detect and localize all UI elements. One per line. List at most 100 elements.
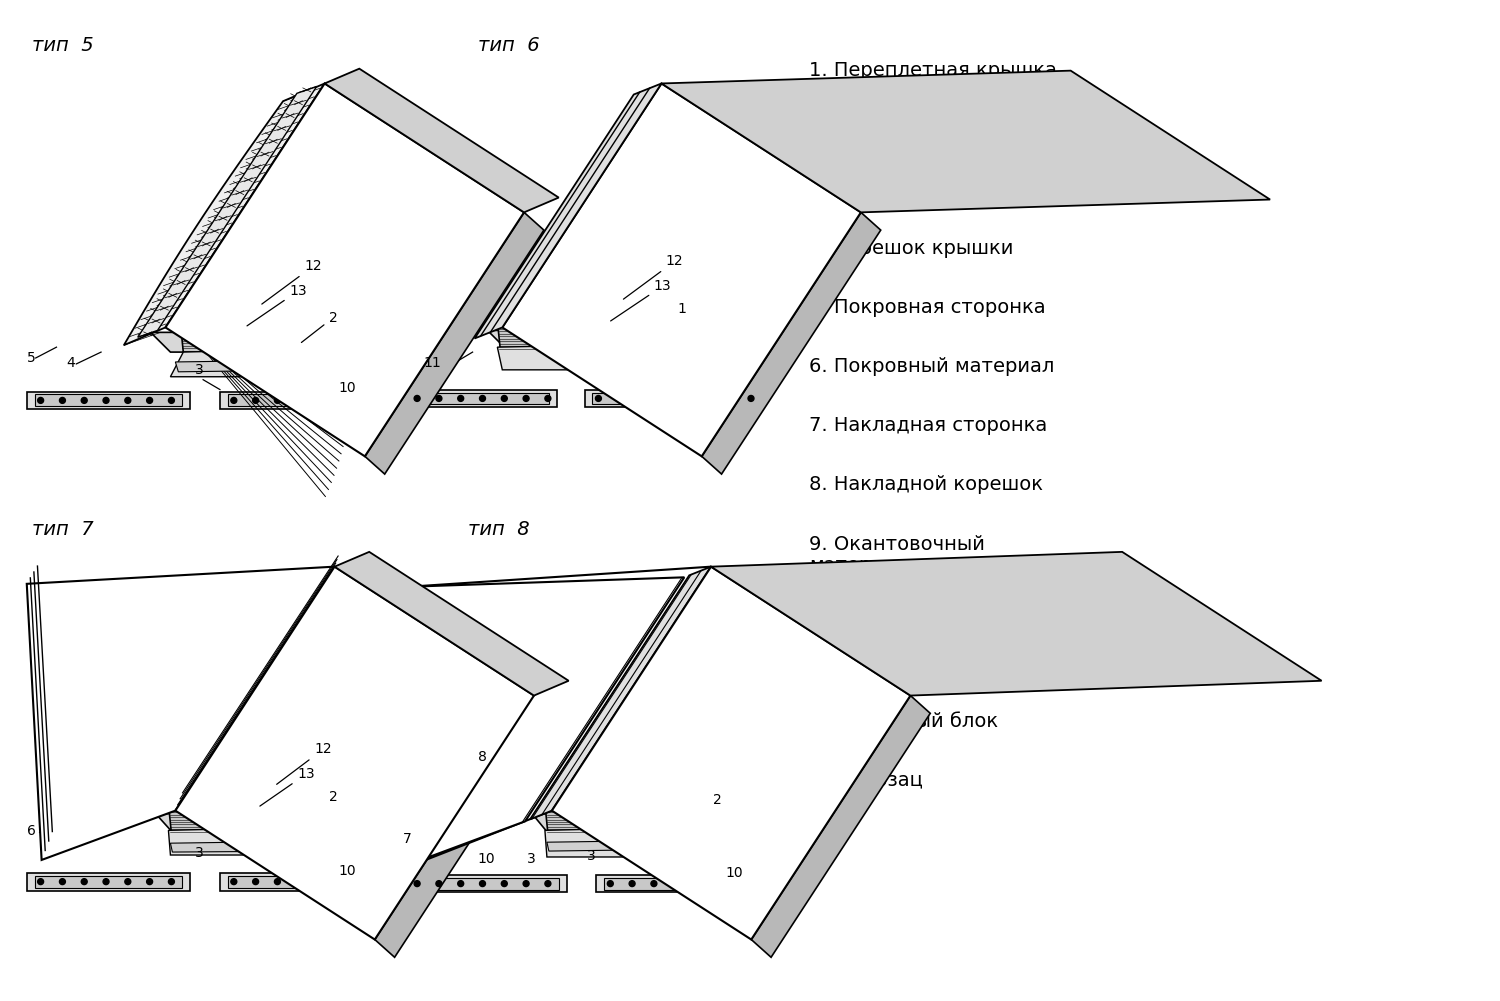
Circle shape bbox=[682, 395, 688, 401]
Circle shape bbox=[480, 881, 486, 887]
Circle shape bbox=[458, 881, 464, 887]
Polygon shape bbox=[592, 392, 752, 404]
Polygon shape bbox=[404, 389, 556, 407]
Polygon shape bbox=[228, 876, 396, 888]
Polygon shape bbox=[364, 212, 544, 474]
Circle shape bbox=[384, 397, 390, 403]
Polygon shape bbox=[530, 567, 711, 819]
Circle shape bbox=[60, 879, 66, 885]
Circle shape bbox=[458, 395, 464, 401]
Circle shape bbox=[38, 879, 44, 885]
Text: 3: 3 bbox=[526, 852, 536, 866]
Polygon shape bbox=[532, 814, 780, 835]
Circle shape bbox=[436, 881, 442, 887]
Polygon shape bbox=[404, 875, 567, 893]
Polygon shape bbox=[228, 394, 390, 406]
Circle shape bbox=[414, 395, 420, 401]
Circle shape bbox=[596, 395, 602, 401]
Polygon shape bbox=[324, 69, 558, 212]
Text: 6. Покровный материал: 6. Покровный материал bbox=[810, 357, 1054, 376]
Polygon shape bbox=[176, 360, 328, 371]
Polygon shape bbox=[171, 841, 320, 852]
Circle shape bbox=[124, 879, 130, 885]
Polygon shape bbox=[150, 332, 388, 352]
Circle shape bbox=[274, 879, 280, 885]
Polygon shape bbox=[408, 567, 711, 863]
Polygon shape bbox=[171, 347, 393, 376]
Circle shape bbox=[748, 395, 754, 401]
Circle shape bbox=[362, 397, 368, 403]
Polygon shape bbox=[375, 696, 554, 957]
Text: 10: 10 bbox=[477, 852, 495, 866]
Polygon shape bbox=[662, 71, 1270, 212]
Circle shape bbox=[501, 395, 507, 401]
Polygon shape bbox=[552, 567, 910, 940]
Text: 12. Книжный блок: 12. Книжный блок bbox=[810, 712, 999, 731]
Text: тип  7: тип 7 bbox=[32, 520, 93, 539]
Circle shape bbox=[738, 881, 744, 887]
Text: 10: 10 bbox=[724, 866, 742, 880]
Polygon shape bbox=[165, 83, 524, 456]
Text: 3: 3 bbox=[195, 846, 204, 860]
Circle shape bbox=[672, 881, 678, 887]
Circle shape bbox=[104, 397, 110, 403]
Text: 2: 2 bbox=[302, 310, 338, 342]
Text: 12: 12 bbox=[276, 743, 332, 785]
Text: 13: 13 bbox=[640, 767, 696, 806]
Text: 11. Линия биговки: 11. Линия биговки bbox=[810, 653, 1000, 672]
Circle shape bbox=[524, 881, 530, 887]
Polygon shape bbox=[411, 392, 549, 404]
Polygon shape bbox=[597, 875, 784, 893]
Text: тип  6: тип 6 bbox=[477, 36, 538, 55]
Text: 8: 8 bbox=[477, 751, 486, 765]
Circle shape bbox=[480, 395, 486, 401]
Text: 9. Окантовочный: 9. Окантовочный bbox=[810, 535, 986, 554]
Text: 3. Отстав: 3. Отстав bbox=[810, 179, 907, 198]
Circle shape bbox=[384, 879, 390, 885]
Circle shape bbox=[616, 395, 622, 401]
Polygon shape bbox=[411, 878, 560, 890]
Circle shape bbox=[147, 879, 153, 885]
Text: 10. Клеевой слой: 10. Клеевой слой bbox=[810, 594, 987, 613]
Text: 2. Картонная сторонка: 2. Картонная сторонка bbox=[810, 120, 1046, 139]
Circle shape bbox=[608, 881, 613, 887]
Text: 11: 11 bbox=[423, 356, 441, 370]
Polygon shape bbox=[488, 330, 754, 350]
Text: 10: 10 bbox=[339, 864, 357, 878]
Circle shape bbox=[760, 881, 766, 887]
Polygon shape bbox=[27, 391, 190, 409]
Polygon shape bbox=[474, 83, 662, 338]
Polygon shape bbox=[702, 212, 880, 474]
Text: тип  8: тип 8 bbox=[468, 520, 530, 539]
Circle shape bbox=[705, 395, 711, 401]
Polygon shape bbox=[34, 876, 183, 888]
Text: 13: 13 bbox=[610, 279, 672, 321]
Polygon shape bbox=[180, 317, 388, 352]
Text: 12: 12 bbox=[262, 259, 322, 304]
Circle shape bbox=[81, 879, 87, 885]
Circle shape bbox=[340, 879, 346, 885]
Polygon shape bbox=[752, 696, 930, 957]
Polygon shape bbox=[220, 873, 404, 891]
Polygon shape bbox=[138, 86, 316, 337]
Circle shape bbox=[694, 881, 700, 887]
Circle shape bbox=[147, 397, 153, 403]
Circle shape bbox=[38, 397, 44, 403]
Polygon shape bbox=[498, 315, 740, 350]
Circle shape bbox=[544, 881, 550, 887]
Polygon shape bbox=[334, 552, 568, 696]
Text: 1: 1 bbox=[678, 301, 687, 315]
Circle shape bbox=[274, 397, 280, 403]
Text: 6: 6 bbox=[27, 824, 36, 838]
Text: 2: 2 bbox=[714, 793, 722, 807]
Circle shape bbox=[296, 879, 302, 885]
Polygon shape bbox=[604, 878, 777, 890]
Circle shape bbox=[231, 397, 237, 403]
Circle shape bbox=[662, 395, 668, 401]
Circle shape bbox=[501, 881, 507, 887]
Circle shape bbox=[168, 879, 174, 885]
Circle shape bbox=[252, 397, 258, 403]
Text: 4. Корешок крышки: 4. Корешок крышки bbox=[810, 238, 1014, 257]
Circle shape bbox=[362, 879, 368, 885]
Text: тип  5: тип 5 bbox=[32, 36, 93, 55]
